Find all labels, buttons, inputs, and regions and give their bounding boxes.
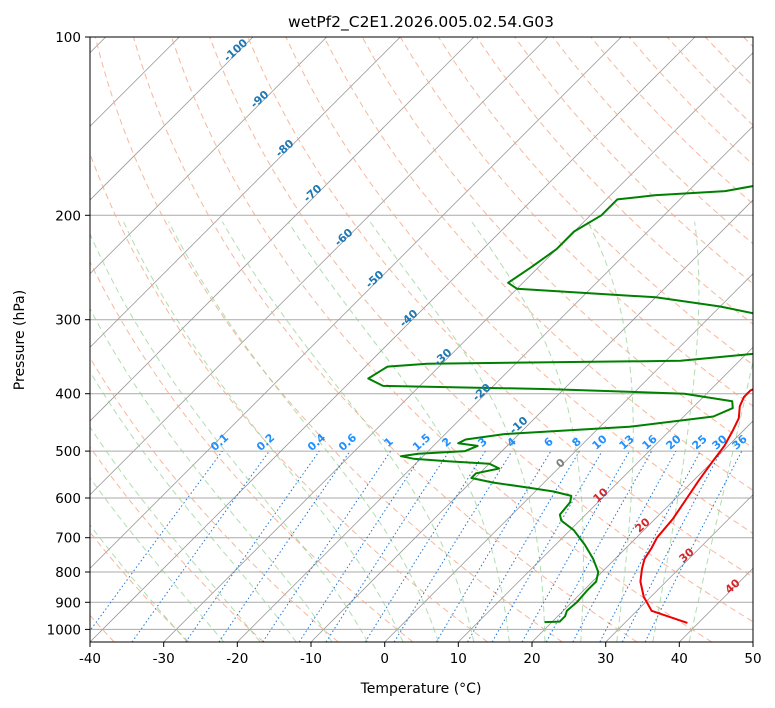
isotherm-line [384, 273, 753, 642]
y-tick-label: 1000 [47, 622, 81, 638]
moist-adiabat-line [90, 476, 225, 642]
plot-frame [89, 36, 754, 643]
dry-adiabat-line [247, 37, 753, 578]
moist-adiabat-line [90, 370, 297, 642]
mixing-ratio-line [185, 450, 320, 642]
x-tick-label: 50 [744, 651, 761, 667]
axis-ticks: -40 -30 -20 -10 0 10 20 30 40 50 100 200 300 400 500 60… [47, 30, 762, 667]
mixing-ratio-line [90, 450, 223, 632]
dry-adiabat-line [94, 37, 563, 642]
x-tick-label: 10 [450, 651, 467, 667]
isotherm-line [531, 420, 753, 642]
isotherm-line [90, 37, 327, 275]
isotherm-line [237, 125, 753, 642]
chart-title: wetPf2_C2E1.2026.005.02.54.G03 [288, 13, 554, 32]
moist-adiabat-line [587, 221, 634, 642]
mixing-ratio-line [325, 450, 450, 642]
mixing-ratio-line [393, 450, 513, 642]
mixing-ratio-line [521, 450, 630, 642]
y-tick-label: 900 [55, 595, 81, 611]
y-tick-label: 800 [55, 565, 81, 581]
x-tick-label: 0 [380, 651, 389, 667]
y-axis-label: Pressure (hPa) [12, 290, 28, 390]
x-tick-label: -40 [79, 651, 101, 667]
temperature-trace [639, 388, 753, 624]
moist-adiabat-line [90, 307, 333, 642]
moist-adiabat-line [221, 221, 475, 642]
isotherm-line [163, 52, 753, 642]
moist-adiabat-line [652, 221, 700, 642]
isotherm-line [90, 37, 254, 201]
dry-adiabat-line [285, 37, 753, 535]
dry-adiabat-line [90, 260, 414, 642]
x-tick-label: 20 [523, 651, 540, 667]
mixing-ratio-line [644, 450, 743, 642]
x-tick-label: -20 [226, 651, 248, 667]
x-axis-label: Temperature (°C) [360, 681, 482, 697]
dry-adiabat-line [90, 356, 339, 642]
y-tick-label: 200 [55, 208, 81, 224]
dry-adiabat-line [476, 37, 753, 325]
isotherm-line [458, 346, 753, 642]
mixing-ratio-line [298, 450, 425, 642]
x-tick-label: 30 [597, 651, 614, 667]
y-tick-label: 400 [55, 387, 81, 403]
y-tick-label: 300 [55, 313, 81, 329]
moist-adiabat-line [688, 359, 753, 642]
dry-adiabat-line [514, 37, 753, 285]
x-tick-label: -10 [300, 651, 322, 667]
mixing-ratio-line [131, 450, 270, 642]
y-tick-label: 500 [55, 444, 81, 460]
dry-adiabat-line [132, 37, 638, 642]
sounding-traces [367, 185, 753, 624]
y-tick-label: 700 [55, 531, 81, 547]
dry-adiabat-line [171, 37, 713, 642]
isotherm-line [90, 37, 475, 422]
mixing-ratio-line [262, 450, 392, 642]
isotherm-line [90, 37, 548, 496]
isotherm-line [90, 37, 696, 642]
mixing-ratio-line [218, 450, 351, 642]
x-tick-label: -30 [153, 651, 175, 667]
moist-adiabat-line [90, 426, 261, 642]
isotherm-line [90, 37, 622, 569]
moist-adiabat-line [123, 221, 404, 642]
isotherm-line [605, 494, 753, 642]
mixing-ratio-line [545, 450, 653, 642]
moist-adiabat-line [90, 232, 369, 642]
y-tick-label: 100 [55, 30, 81, 46]
mixing-ratio-line [572, 450, 677, 642]
x-tick-label: 40 [671, 651, 688, 667]
dry-adiabat-line [209, 37, 753, 623]
y-tick-label: 600 [55, 491, 81, 507]
moist-adiabat-line [168, 221, 439, 642]
isotherm-line [90, 37, 401, 348]
moist-adiabat-line [471, 221, 584, 642]
dry-adiabat-line [323, 37, 753, 491]
dry-adiabat-line [90, 446, 264, 642]
moist-adiabat-line [369, 221, 546, 642]
background-lines [90, 37, 753, 642]
dewpoint-trace [367, 185, 753, 624]
